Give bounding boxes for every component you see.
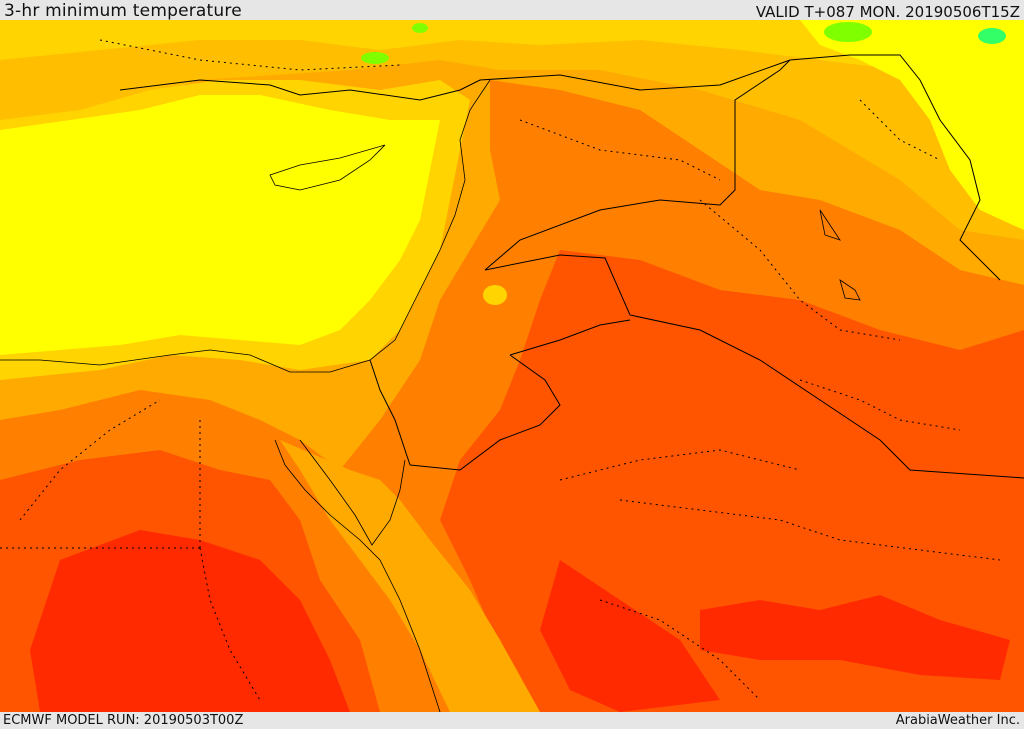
temperature-map-svg — [0, 20, 1024, 712]
map-footer: ECMWF MODEL RUN: 20190503T00Z ArabiaWeat… — [0, 712, 1024, 729]
field-yellow-north — [0, 20, 1024, 100]
coastlines — [0, 79, 861, 712]
map-header: 3-hr minimum temperature VALID T+087 MON… — [0, 0, 1024, 20]
map-title: 3-hr minimum temperature — [4, 1, 242, 21]
temperature-map — [0, 20, 1024, 712]
country-borders — [119, 54, 1024, 479]
valid-time-label: VALID T+087 MON. 20190506T15Z — [755, 3, 1020, 21]
province-boundaries — [0, 39, 1001, 701]
field-green-spot-2 — [978, 28, 1006, 44]
field-warm-pocket — [483, 285, 507, 305]
field-deep-red-africa — [30, 530, 350, 712]
field-deep-red-east — [700, 595, 1010, 680]
field-green-spot-3 — [361, 52, 389, 64]
field-yellow-northeast — [800, 20, 1024, 230]
model-run-label: ECMWF MODEL RUN: 20190503T00Z — [3, 713, 244, 728]
credit-label: ArabiaWeather Inc. — [895, 713, 1020, 728]
field-green-spot-1 — [824, 22, 872, 42]
field-light-orange-north — [0, 20, 1024, 240]
field-red-sea — [280, 440, 540, 712]
field-deep-red-arabia — [540, 560, 720, 712]
field-green-spot-4 — [412, 23, 428, 33]
